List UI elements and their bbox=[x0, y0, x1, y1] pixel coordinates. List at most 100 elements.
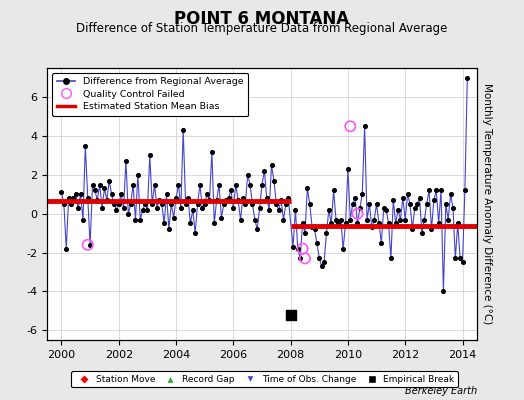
Point bbox=[379, 205, 388, 211]
Point bbox=[370, 216, 378, 223]
Point bbox=[191, 230, 199, 236]
Point bbox=[129, 181, 137, 188]
Point bbox=[241, 201, 249, 207]
Point bbox=[320, 259, 328, 266]
Point bbox=[449, 205, 457, 211]
Point bbox=[396, 216, 405, 223]
Point bbox=[107, 191, 116, 198]
Point bbox=[322, 230, 331, 236]
Point bbox=[330, 187, 338, 194]
Point bbox=[422, 201, 431, 207]
Point bbox=[336, 216, 345, 223]
Point bbox=[215, 181, 223, 188]
Point bbox=[198, 205, 206, 211]
Point bbox=[303, 185, 312, 192]
Point bbox=[282, 201, 290, 207]
Point bbox=[461, 187, 469, 194]
Point bbox=[167, 201, 176, 207]
Point bbox=[201, 201, 209, 207]
Point bbox=[287, 312, 295, 318]
Point bbox=[298, 246, 307, 252]
Point bbox=[244, 172, 252, 178]
Point bbox=[301, 255, 309, 262]
Point bbox=[117, 191, 125, 198]
Point bbox=[86, 242, 94, 248]
Point bbox=[368, 224, 376, 230]
Point bbox=[439, 288, 447, 295]
Point bbox=[64, 195, 73, 201]
Point bbox=[79, 216, 87, 223]
Point bbox=[69, 195, 78, 201]
Point bbox=[122, 158, 130, 164]
Point bbox=[444, 216, 452, 223]
Point bbox=[210, 220, 219, 227]
Point bbox=[160, 220, 168, 227]
Point bbox=[318, 263, 326, 269]
Point bbox=[150, 181, 159, 188]
Point bbox=[434, 220, 443, 227]
Point bbox=[81, 142, 90, 149]
Point bbox=[110, 201, 118, 207]
Point bbox=[291, 207, 300, 213]
Point bbox=[174, 181, 183, 188]
Text: Difference of Station Temperature Data from Regional Average: Difference of Station Temperature Data f… bbox=[77, 22, 447, 35]
Point bbox=[250, 216, 259, 223]
Point bbox=[353, 220, 362, 227]
Point bbox=[389, 197, 398, 203]
Point bbox=[432, 187, 441, 194]
Point bbox=[361, 123, 369, 130]
Point bbox=[172, 195, 180, 201]
Legend: Station Move, Record Gap, Time of Obs. Change, Empirical Break: Station Move, Record Gap, Time of Obs. C… bbox=[71, 371, 458, 388]
Point bbox=[427, 226, 435, 232]
Point bbox=[162, 191, 171, 198]
Point bbox=[391, 220, 400, 227]
Point bbox=[420, 216, 429, 223]
Point bbox=[57, 189, 66, 196]
Point bbox=[83, 195, 92, 201]
Point bbox=[284, 195, 292, 201]
Point bbox=[246, 181, 254, 188]
Point bbox=[458, 259, 467, 266]
Point bbox=[222, 197, 231, 203]
Point bbox=[141, 201, 149, 207]
Point bbox=[382, 207, 390, 213]
Point bbox=[394, 207, 402, 213]
Point bbox=[72, 191, 80, 198]
Point bbox=[351, 195, 359, 201]
Point bbox=[325, 207, 333, 213]
Point bbox=[155, 197, 163, 203]
Point bbox=[112, 207, 121, 213]
Point bbox=[344, 166, 352, 172]
Point bbox=[377, 240, 386, 246]
Point bbox=[456, 255, 464, 262]
Point bbox=[403, 191, 412, 198]
Point bbox=[60, 201, 68, 207]
Point bbox=[442, 201, 450, 207]
Point bbox=[138, 207, 147, 213]
Point bbox=[332, 216, 340, 223]
Point bbox=[193, 201, 202, 207]
Point bbox=[315, 255, 323, 262]
Point bbox=[341, 220, 350, 227]
Point bbox=[89, 181, 97, 188]
Point bbox=[430, 197, 438, 203]
Point bbox=[153, 205, 161, 211]
Point bbox=[401, 216, 409, 223]
Point bbox=[411, 205, 419, 211]
Point bbox=[346, 123, 355, 130]
Point bbox=[305, 201, 314, 207]
Point bbox=[98, 205, 106, 211]
Point bbox=[232, 181, 240, 188]
Point bbox=[103, 197, 111, 203]
Point bbox=[416, 195, 424, 201]
Text: Berkeley Earth: Berkeley Earth bbox=[405, 386, 477, 396]
Point bbox=[189, 207, 197, 213]
Point bbox=[239, 195, 247, 201]
Point bbox=[253, 226, 261, 232]
Point bbox=[100, 185, 108, 192]
Point bbox=[408, 226, 417, 232]
Point bbox=[67, 201, 75, 207]
Point bbox=[236, 216, 245, 223]
Point bbox=[451, 255, 460, 262]
Point bbox=[418, 230, 426, 236]
